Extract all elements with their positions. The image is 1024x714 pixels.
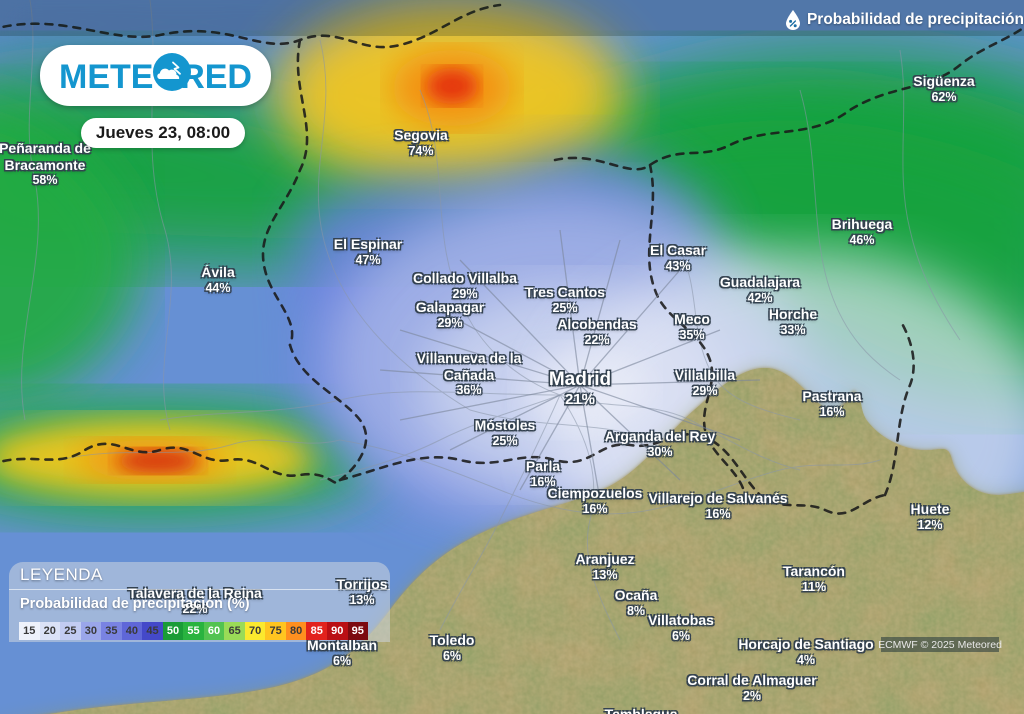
svg-text:METE: METE [59, 58, 153, 96]
svg-text:RED: RED [180, 58, 252, 96]
